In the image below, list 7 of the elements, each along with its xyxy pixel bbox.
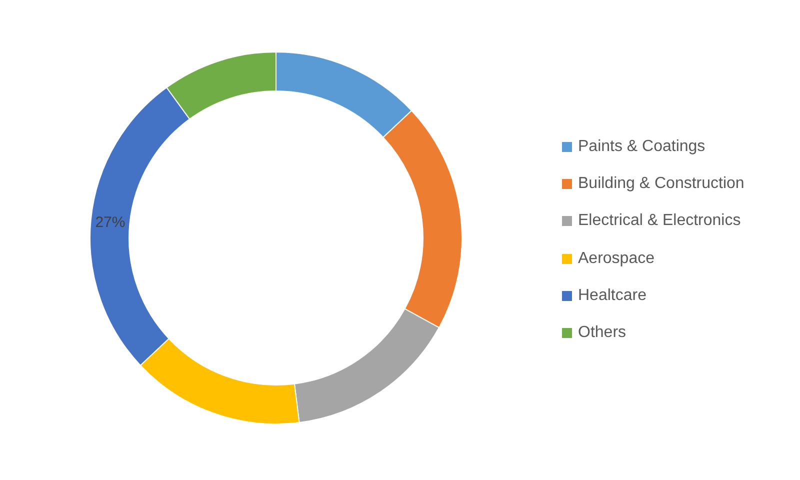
legend-label: Aerospace — [578, 250, 654, 268]
legend-label: Paints & Coatings — [578, 138, 706, 156]
legend-label: Healtcare — [578, 287, 646, 306]
legend-label: Electrical & Electronics — [578, 212, 741, 230]
data-label: 27% — [95, 214, 126, 231]
legend-label: Building & Construction — [578, 174, 744, 193]
legend-label: Others — [578, 324, 626, 342]
